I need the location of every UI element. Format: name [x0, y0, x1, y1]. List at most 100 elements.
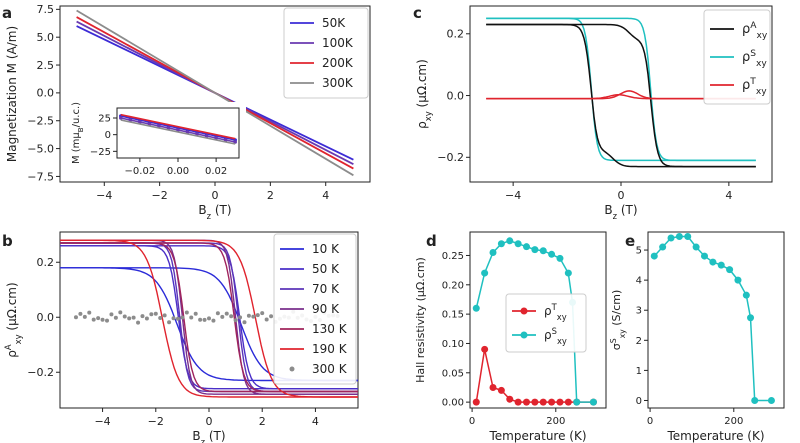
panel-b-ytick-label: 0.0: [37, 311, 55, 324]
legend-label: 190 K: [312, 342, 348, 356]
series-marker: [522, 398, 530, 406]
legend-label: ρSxy: [742, 49, 767, 69]
series-marker: [539, 398, 547, 406]
scatter-point: [189, 315, 194, 320]
panel-c-xtick-label: 0: [618, 189, 625, 202]
scatter-point: [220, 314, 225, 319]
rho-a-loop-up: [486, 23, 756, 168]
panel-a-ytick-label: −5.0: [27, 142, 54, 155]
series-marker: [573, 398, 581, 406]
inset-marker: [185, 130, 190, 134]
panel-d-legend-box: [505, 293, 587, 353]
panel-b-ytick-label: −0.2: [27, 366, 54, 379]
panel-b-ylabel: ρAxy (μΩ.cm): [3, 282, 23, 357]
panel-d-ytick-label: 0.15: [442, 310, 464, 321]
panel-label-b: b: [2, 232, 13, 250]
hysteresis-up-50 K: [60, 245, 358, 390]
series-marker: [481, 345, 489, 353]
series-marker: [506, 237, 514, 245]
panel-d-ylabel: Hall resistivity (μΩ.cm): [414, 257, 427, 383]
panel-d-ytick-label: 0.00: [442, 398, 464, 409]
legend-label: 70 K: [312, 282, 340, 296]
series-marker: [675, 233, 683, 241]
series-marker: [522, 243, 530, 251]
scatter-point: [78, 311, 83, 316]
panel-d-frame: [469, 231, 607, 409]
panel-a-ytick-label: 5.0: [37, 31, 55, 44]
scatter-point: [153, 311, 158, 316]
series-marker: [709, 258, 717, 266]
scatter-point: [251, 314, 256, 319]
series-marker: [564, 398, 572, 406]
inset-ytick-label: −25: [90, 147, 111, 158]
panel-d-ytick-label: 0.25: [442, 251, 464, 262]
scatter-point: [202, 317, 207, 322]
scatter-point: [149, 312, 154, 317]
panel-e-xlabel: Temperature (K): [666, 429, 764, 443]
panel-a-ytick-label: −2.5: [27, 115, 54, 128]
series-marker: [700, 252, 708, 260]
series-marker: [472, 398, 480, 406]
inset-marker: [223, 138, 228, 142]
panel-e-ytick-label: 1: [636, 366, 642, 377]
series-marker: [667, 234, 675, 242]
panel-d-ytick-label: 0.05: [442, 368, 464, 379]
series-marker: [472, 304, 480, 312]
scatter-point: [255, 313, 260, 318]
scatter-point: [193, 311, 198, 316]
panel-a-xtick-label: 0: [212, 189, 219, 202]
panel-c-ylabel: ρxy (μΩ.cm): [415, 59, 433, 129]
scatter-point: [224, 311, 229, 316]
panel-b-xtick-label: −4: [94, 415, 110, 428]
panel-c-ytick-label: 0.0: [447, 89, 465, 102]
panel-label-a: a: [2, 4, 12, 22]
legend-label: ρAxy: [742, 21, 768, 41]
scatter-point: [140, 314, 145, 319]
panel-c-plot-area: [486, 17, 756, 168]
legend-label: 50 K: [312, 262, 340, 276]
legend-marker: [289, 366, 295, 372]
scatter-point: [175, 316, 180, 321]
series-marker: [497, 386, 505, 394]
inset-marker: [138, 120, 142, 124]
series-marker: [514, 398, 522, 406]
panel-d-plot-area: [472, 237, 597, 406]
scatter-point: [122, 314, 127, 319]
scatter-point: [184, 310, 189, 315]
inset-marker: [204, 134, 209, 138]
panel-c-xtick-label: 4: [725, 189, 732, 202]
panel-e-ylabel: σSxy (S/cm): [609, 290, 627, 351]
inset-line-300K: [120, 119, 236, 145]
series-marker: [650, 252, 658, 260]
panel-b-xlabel: Bz (T): [192, 429, 225, 443]
scatter-point: [109, 312, 114, 317]
series-marker: [506, 395, 514, 403]
legend-label: 50K: [322, 16, 346, 30]
panel-b-xtick-label: −2: [148, 415, 164, 428]
inset-marker: [166, 126, 171, 130]
series-marker: [548, 250, 556, 258]
scatter-point: [264, 317, 269, 322]
series-marker: [514, 240, 522, 248]
series-marker: [751, 396, 759, 404]
series-marker: [717, 261, 725, 269]
panel-d-xlabel: Temperature (K): [488, 429, 586, 443]
inset-marker: [176, 128, 180, 132]
panel-c-ytick-label: −0.2: [437, 151, 464, 164]
panel-e-axes: 0 200 0 1 2 3 4 5 Temperature (K) σSxy (S/cm): [609, 231, 785, 443]
inset-ytick-label: 0: [105, 130, 111, 141]
panel-d-ytick-label: 0.20: [442, 280, 464, 291]
scatter-point: [167, 320, 172, 325]
scatter-point: [180, 315, 185, 320]
panel-b-xtick-label: 2: [259, 415, 266, 428]
panel-a-ytick-label: 7.5: [37, 3, 55, 16]
scatter-point: [229, 314, 234, 319]
series-marker: [734, 276, 742, 284]
panel-a-ytick-label: 2.5: [37, 59, 55, 72]
hysteresis-up-190 K: [60, 239, 358, 398]
inset-marker: [157, 124, 161, 128]
panel-label-d: d: [426, 232, 437, 250]
legend-label: 300K: [322, 76, 354, 90]
hysteresis-up-130 K: [60, 242, 358, 393]
